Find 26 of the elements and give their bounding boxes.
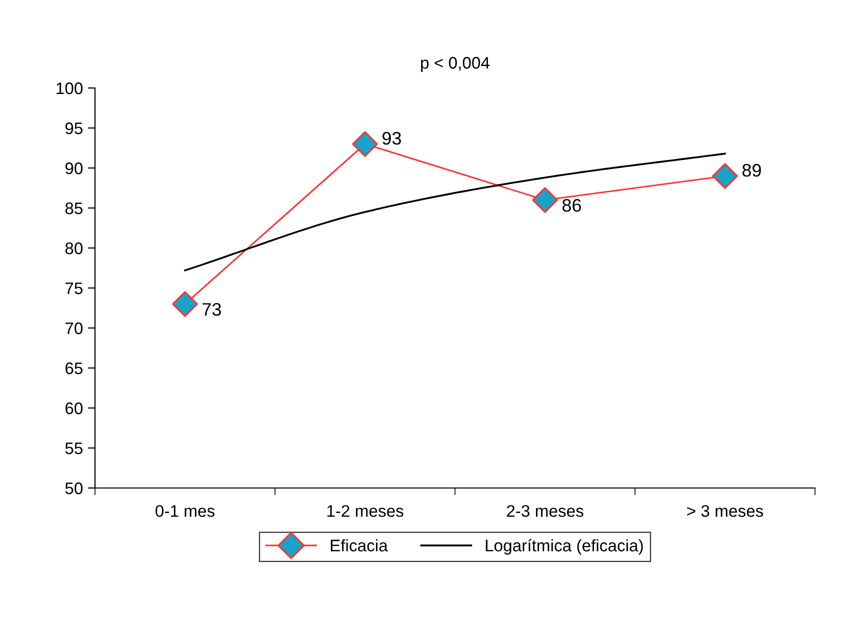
- y-tick-label: 65: [66, 362, 82, 374]
- y-tick-label: 50: [65, 482, 83, 494]
- x-tick-label: 2-3 meses: [506, 505, 584, 517]
- point: [172, 291, 198, 317]
- x-tick-label: > 3 meses: [687, 505, 764, 517]
- y-tick-label: 85: [65, 202, 82, 214]
- y-tick-label: 80: [65, 242, 83, 254]
- y-tick-label: 95: [65, 122, 82, 134]
- y-tick-label: 90: [65, 162, 83, 174]
- point: [712, 163, 738, 189]
- x-tick-label: 0-1 mes: [156, 505, 215, 517]
- data-label: 89: [742, 164, 761, 177]
- legend-label: Logarítmica (eficacia): [486, 539, 643, 555]
- point: [532, 187, 558, 213]
- data-label: 93: [382, 132, 401, 145]
- y-tick-label: 75: [66, 282, 82, 294]
- data-label: 86: [562, 199, 581, 212]
- y-tick-label: 70: [66, 322, 83, 334]
- y-tick-label: 60: [66, 402, 83, 414]
- y-tick-label: 100: [56, 82, 83, 94]
- data-label: 73: [202, 303, 221, 316]
- y-tick-label: 55: [65, 442, 82, 454]
- chart-title: p < 0,004: [421, 56, 490, 72]
- x-tick-label: 1-2 meses: [327, 505, 404, 517]
- point: [352, 131, 378, 157]
- legend-label: Eficacia: [330, 539, 388, 552]
